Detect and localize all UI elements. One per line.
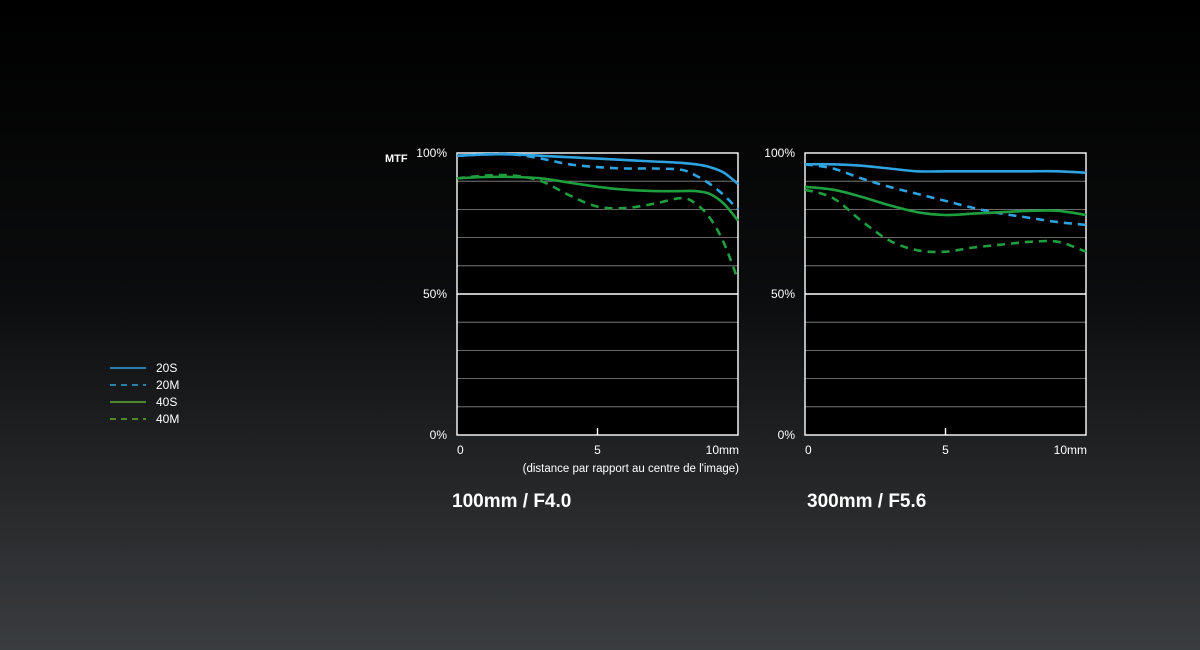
x-axis-description: (distance par rapport au centre de l'ima… (523, 463, 740, 475)
legend-label-20m: 20M (156, 378, 180, 392)
legend: 20S 20M 40S 40M (110, 361, 230, 429)
series-line-20m (804, 163, 1087, 227)
x-tick-label: 10mm (706, 443, 739, 457)
series-line-20m (456, 152, 739, 211)
x-tick-label: 5 (594, 443, 601, 457)
y-tick-label: 0% (430, 428, 448, 442)
series-line-20s (804, 162, 1087, 174)
y-axis-label: MTF (385, 153, 408, 165)
legend-item-40s: 40S (110, 395, 230, 412)
chart-title: 300mm / F5.6 (807, 491, 926, 512)
legend-swatch-solid-blue-icon (110, 367, 146, 369)
chart-title: 100mm / F4.0 (452, 491, 571, 512)
legend-label-40m: 40M (156, 412, 180, 426)
legend-item-20s: 20S (110, 361, 230, 378)
x-tick-label: 0 (805, 443, 812, 457)
y-tick-label: 0% (778, 428, 796, 442)
x-tick-label: 10mm (1054, 443, 1087, 457)
chart-300mm: 0% 50% 100% 0 5 10mm 300mm / F5.6 (764, 146, 1087, 512)
legend-item-20m: 20M (110, 378, 230, 395)
x-tick-label: 5 (942, 443, 949, 457)
legend-swatch-dashed-green-icon (110, 418, 146, 420)
legend-item-40m: 40M (110, 412, 230, 429)
y-tick-label: 50% (423, 287, 447, 301)
y-tick-label: 50% (771, 287, 795, 301)
y-tick-label: 100% (416, 146, 447, 160)
series-line-40m (456, 173, 740, 281)
series-line-40s (456, 175, 740, 222)
series-line-40s (804, 185, 1087, 217)
legend-label-40s: 40S (156, 395, 178, 409)
x-tick-label: 0 (457, 443, 464, 457)
legend-swatch-dashed-blue-icon (110, 384, 146, 386)
legend-label-20s: 20S (156, 361, 178, 375)
y-tick-label: 100% (764, 146, 795, 160)
series-line-40m (804, 188, 1087, 254)
legend-swatch-solid-green-icon (110, 401, 146, 403)
chart-100mm: 0% 50% 100% 0 5 10mm 100mm / F4.0 (416, 146, 740, 512)
